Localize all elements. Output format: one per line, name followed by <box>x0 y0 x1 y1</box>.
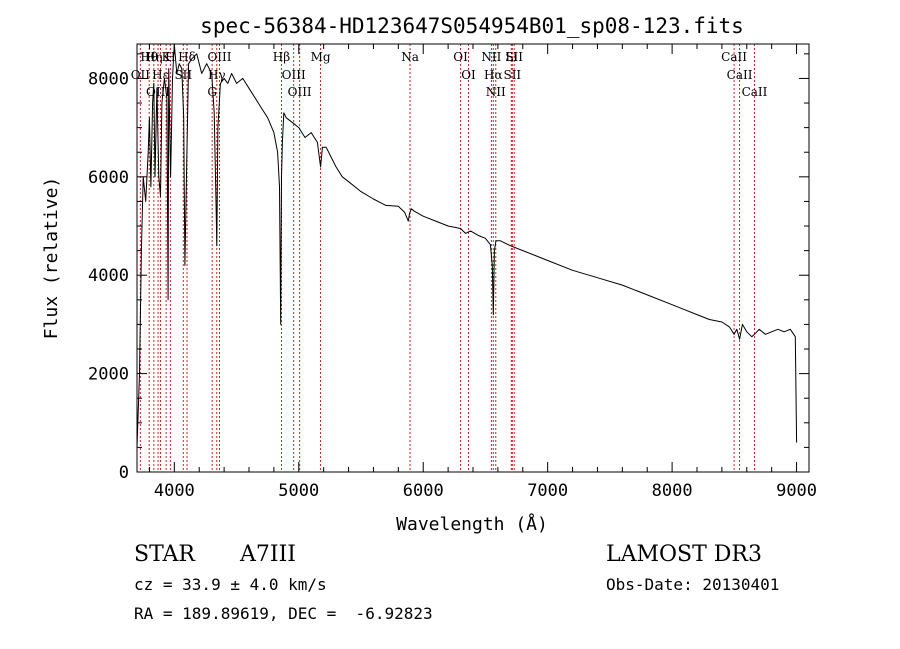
line-marker-label: OIII <box>207 50 231 64</box>
x-tick-label: 6000 <box>403 481 444 501</box>
line-marker-label: CaII <box>721 50 747 64</box>
line-marker-label: OI <box>453 50 468 64</box>
line-marker-label: Hη <box>145 50 163 64</box>
line-marker-label: K <box>162 50 172 64</box>
line-marker-label: Hε <box>152 68 169 82</box>
line-marker-label: SII <box>503 68 521 82</box>
line-marker-label: CaII <box>727 68 753 82</box>
coordinates: RA = 189.89619, DEC = -6.92823 <box>134 604 433 623</box>
line-marker-label: SII <box>174 68 192 82</box>
x-tick-label: 5000 <box>278 481 319 501</box>
line-marker-label: Hα <box>484 68 503 82</box>
y-axis-ticks: 0 2000 4000 6000 8000 <box>88 53 809 483</box>
line-marker-label: Hδ <box>178 50 196 64</box>
y-tick-label: 0 <box>119 463 129 483</box>
spectral-class: A7III <box>239 542 296 567</box>
line-marker-label: OIII <box>288 85 312 99</box>
y-tick-label: 2000 <box>88 365 129 385</box>
line-marker-label: NII <box>481 50 501 64</box>
redshift-cz: cz = 33.9 ± 4.0 km/s <box>134 575 327 594</box>
x-axis-label: Wavelength (Å) <box>396 513 548 535</box>
line-marker-label: Hβ <box>273 50 290 64</box>
survey-name: LAMOST DR3 <box>606 542 762 567</box>
line-marker-label: CaII <box>742 85 768 99</box>
x-tick-label: 9000 <box>776 481 817 501</box>
line-marker-label: OII <box>131 68 151 82</box>
line-marker-label: OIII <box>146 85 170 99</box>
chart-title: spec-56384-HD123647S054954B01_sp08-123.f… <box>200 14 744 38</box>
line-marker-label: Na <box>401 50 419 64</box>
line-marker-label: H <box>165 50 175 64</box>
plot-frame <box>136 43 810 473</box>
y-tick-label: 6000 <box>88 168 129 188</box>
obs-date: Obs-Date: 20130401 <box>606 575 779 594</box>
line-marker-label: Hθ <box>140 50 158 64</box>
x-tick-label: 8000 <box>652 481 693 501</box>
y-axis-label: Flux (relative) <box>41 177 62 340</box>
x-tick-label: 4000 <box>154 481 195 501</box>
x-axis-ticks: 4000 5000 6000 7000 8000 9000 <box>148 44 817 501</box>
x-tick-label: 7000 <box>527 481 568 501</box>
line-marker-label: OIII <box>282 68 306 82</box>
line-marker-label: Li <box>505 50 517 64</box>
line-marker-label: SII <box>505 50 523 64</box>
object-type: STAR <box>134 542 196 567</box>
line-marker-label: NII <box>486 85 506 99</box>
line-marker-label: Mg <box>311 50 331 64</box>
y-tick-label: 8000 <box>88 69 129 89</box>
line-markers <box>139 44 755 472</box>
line-marker-label: OI <box>461 68 476 82</box>
y-tick-label: 4000 <box>88 266 129 286</box>
spectrum-line <box>136 43 798 448</box>
line-marker-label: G <box>207 85 217 99</box>
